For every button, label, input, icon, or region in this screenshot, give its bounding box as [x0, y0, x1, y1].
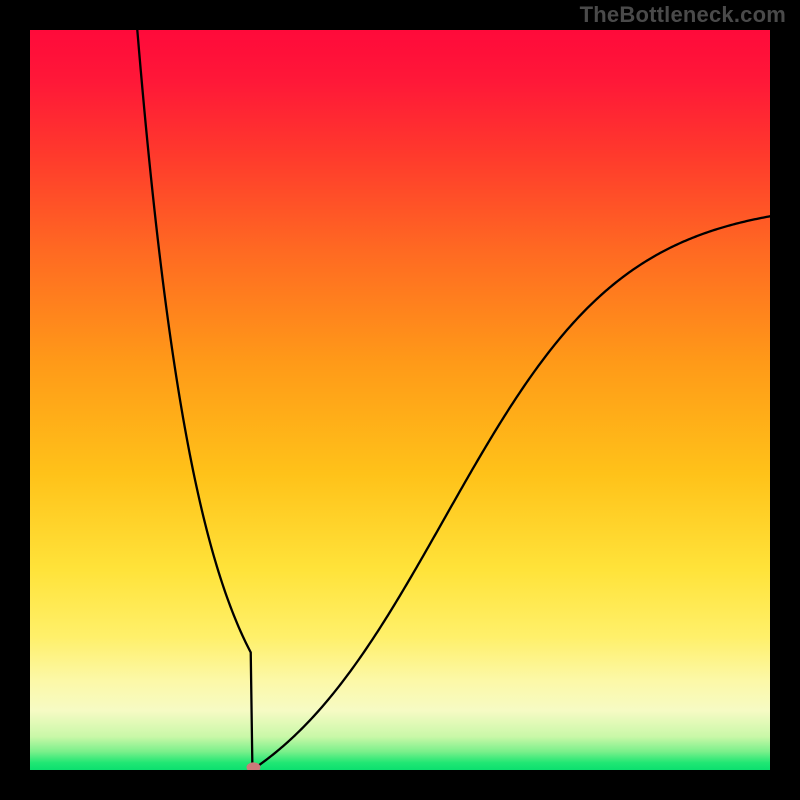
- watermark-text: TheBottleneck.com: [580, 2, 786, 28]
- figure-container: TheBottleneck.com: [0, 0, 800, 800]
- chart-svg: [0, 0, 800, 800]
- plot-area-background: [30, 30, 770, 770]
